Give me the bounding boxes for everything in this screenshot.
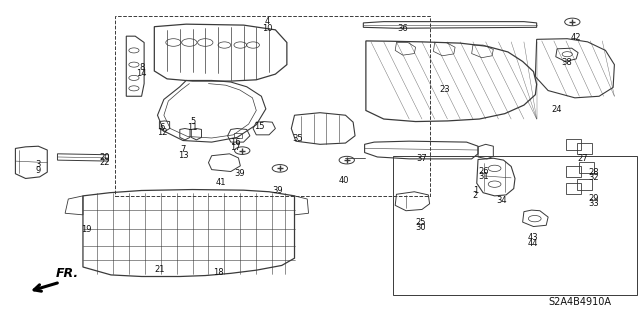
Text: 36: 36: [397, 24, 408, 33]
Text: 38: 38: [561, 58, 572, 67]
Text: 16: 16: [230, 137, 241, 147]
Text: 23: 23: [439, 85, 449, 94]
Text: 20: 20: [99, 153, 110, 162]
Text: 42: 42: [571, 33, 581, 42]
Text: 15: 15: [254, 122, 265, 131]
Text: 34: 34: [496, 196, 507, 205]
Text: 30: 30: [415, 223, 426, 232]
Text: 9: 9: [36, 166, 41, 175]
Text: 28: 28: [589, 168, 599, 177]
Text: 10: 10: [262, 24, 273, 33]
Text: 39: 39: [273, 186, 284, 195]
Text: 21: 21: [154, 265, 164, 274]
Text: 3: 3: [36, 160, 41, 169]
Text: 33: 33: [589, 199, 600, 208]
Text: 31: 31: [479, 172, 489, 182]
Text: 12: 12: [157, 129, 167, 137]
Text: 40: 40: [339, 176, 349, 185]
Text: 4: 4: [265, 18, 270, 26]
Text: S2A4B4910A: S2A4B4910A: [549, 298, 612, 308]
Text: 2: 2: [473, 191, 478, 200]
Text: 6: 6: [159, 123, 164, 132]
Text: 11: 11: [188, 123, 198, 132]
Text: 37: 37: [417, 154, 428, 163]
Text: 44: 44: [527, 239, 538, 248]
Text: 26: 26: [479, 167, 489, 176]
Text: 17: 17: [230, 143, 241, 152]
Text: 29: 29: [589, 194, 599, 203]
Text: 22: 22: [99, 159, 110, 167]
Text: 14: 14: [136, 69, 147, 78]
Text: 7: 7: [180, 145, 186, 154]
Text: 27: 27: [578, 154, 589, 163]
Text: 25: 25: [415, 218, 426, 226]
Text: 43: 43: [527, 234, 538, 242]
Text: 1: 1: [473, 186, 478, 195]
Text: 18: 18: [212, 268, 223, 277]
Text: 41: 41: [216, 178, 227, 187]
Text: 19: 19: [81, 225, 92, 234]
Text: 13: 13: [178, 151, 188, 160]
Text: 24: 24: [552, 105, 563, 114]
Text: FR.: FR.: [56, 267, 79, 280]
Text: 39: 39: [234, 169, 245, 178]
Text: 5: 5: [190, 117, 195, 126]
Text: 35: 35: [292, 134, 303, 143]
Text: 8: 8: [139, 63, 144, 72]
Text: 32: 32: [589, 173, 599, 182]
